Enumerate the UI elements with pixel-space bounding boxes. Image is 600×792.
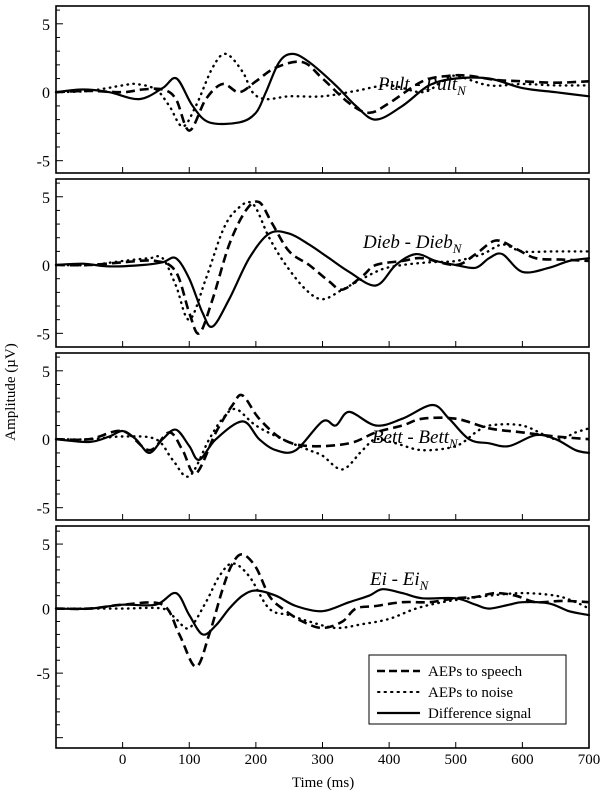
panel-1: 5 0 -5 Pult - PultN xyxy=(37,5,591,174)
panel-label-main: Pult - Pult xyxy=(377,74,458,95)
panel-label-subscript: N xyxy=(456,83,467,98)
panel-label-subscript: N xyxy=(448,436,459,451)
series-difference-line xyxy=(54,230,591,328)
series-speech-line xyxy=(55,200,590,335)
panel-4: 5 0 -5 0 100 200 300 400 500 600 700 Ei - EiN xyxy=(37,525,600,768)
panel-frame xyxy=(55,525,590,749)
panel-2: 5 0 -5 Dieb - DiebN xyxy=(37,178,591,348)
legend-label-speech: AEPs to speech xyxy=(428,664,523,680)
y-tick-label: 0 xyxy=(42,602,50,619)
x-tick-label: 200 xyxy=(245,752,268,768)
y-tick-label: 0 xyxy=(42,432,50,449)
y-tick-label: 0 xyxy=(42,85,50,102)
series-noise-line xyxy=(54,52,591,128)
panel-label: Bett - BettN xyxy=(372,427,459,451)
legend-label-noise: AEPs to noise xyxy=(428,685,513,701)
series-difference-line xyxy=(54,52,591,126)
x-axis-label: Time (ms) xyxy=(292,775,354,791)
y-tick-label: -5 xyxy=(37,666,50,683)
legend-label-difference: Difference signal xyxy=(428,706,531,722)
panel-label-subscript: N xyxy=(452,241,463,256)
panel-label-main: Ei - Ei xyxy=(369,569,420,590)
y-tick-label: -5 xyxy=(37,501,50,518)
x-tick-label: 100 xyxy=(178,752,201,768)
series-noise-line xyxy=(54,407,591,478)
y-tick-label: 5 xyxy=(42,190,50,207)
y-tick-label: -5 xyxy=(37,326,50,343)
y-tick-label: 0 xyxy=(42,258,50,275)
x-tick-label: 600 xyxy=(511,752,534,768)
panel-3: 5 0 -5 Bett - BettN xyxy=(37,352,591,521)
y-tick-label: 5 xyxy=(42,17,50,34)
x-tick-label: 0 xyxy=(119,752,127,768)
x-tick-label: 400 xyxy=(378,752,401,768)
series-speech-line xyxy=(55,393,590,475)
legend: AEPs to speech AEPs to noise Difference … xyxy=(368,654,567,725)
panel-label: Dieb - DiebN xyxy=(362,232,463,256)
series-speech-line xyxy=(55,553,590,668)
panel-frame xyxy=(55,5,590,174)
panel-label-main: Bett - Bett xyxy=(372,427,450,448)
series-noise-line xyxy=(54,562,591,630)
panel-label-main: Dieb - Dieb xyxy=(362,232,453,253)
panel-label: Pult - PultN xyxy=(377,74,467,98)
panel-frame xyxy=(55,178,590,348)
series-noise-line xyxy=(54,200,591,321)
series-difference-line xyxy=(54,403,591,461)
y-tick-label: 5 xyxy=(42,537,50,554)
panel-label: Ei - EiN xyxy=(369,569,430,593)
x-tick-label: 300 xyxy=(311,752,334,768)
y-tick-label: -5 xyxy=(37,154,50,171)
x-tick-label: 500 xyxy=(445,752,468,768)
series-difference-line xyxy=(54,588,591,636)
y-tick-label: 5 xyxy=(42,364,50,381)
x-tick-label: 700 xyxy=(578,752,600,768)
panel-frame xyxy=(55,352,590,521)
panel-label-subscript: N xyxy=(419,578,430,593)
y-axis-label: Amplitude (µV) xyxy=(3,343,19,440)
